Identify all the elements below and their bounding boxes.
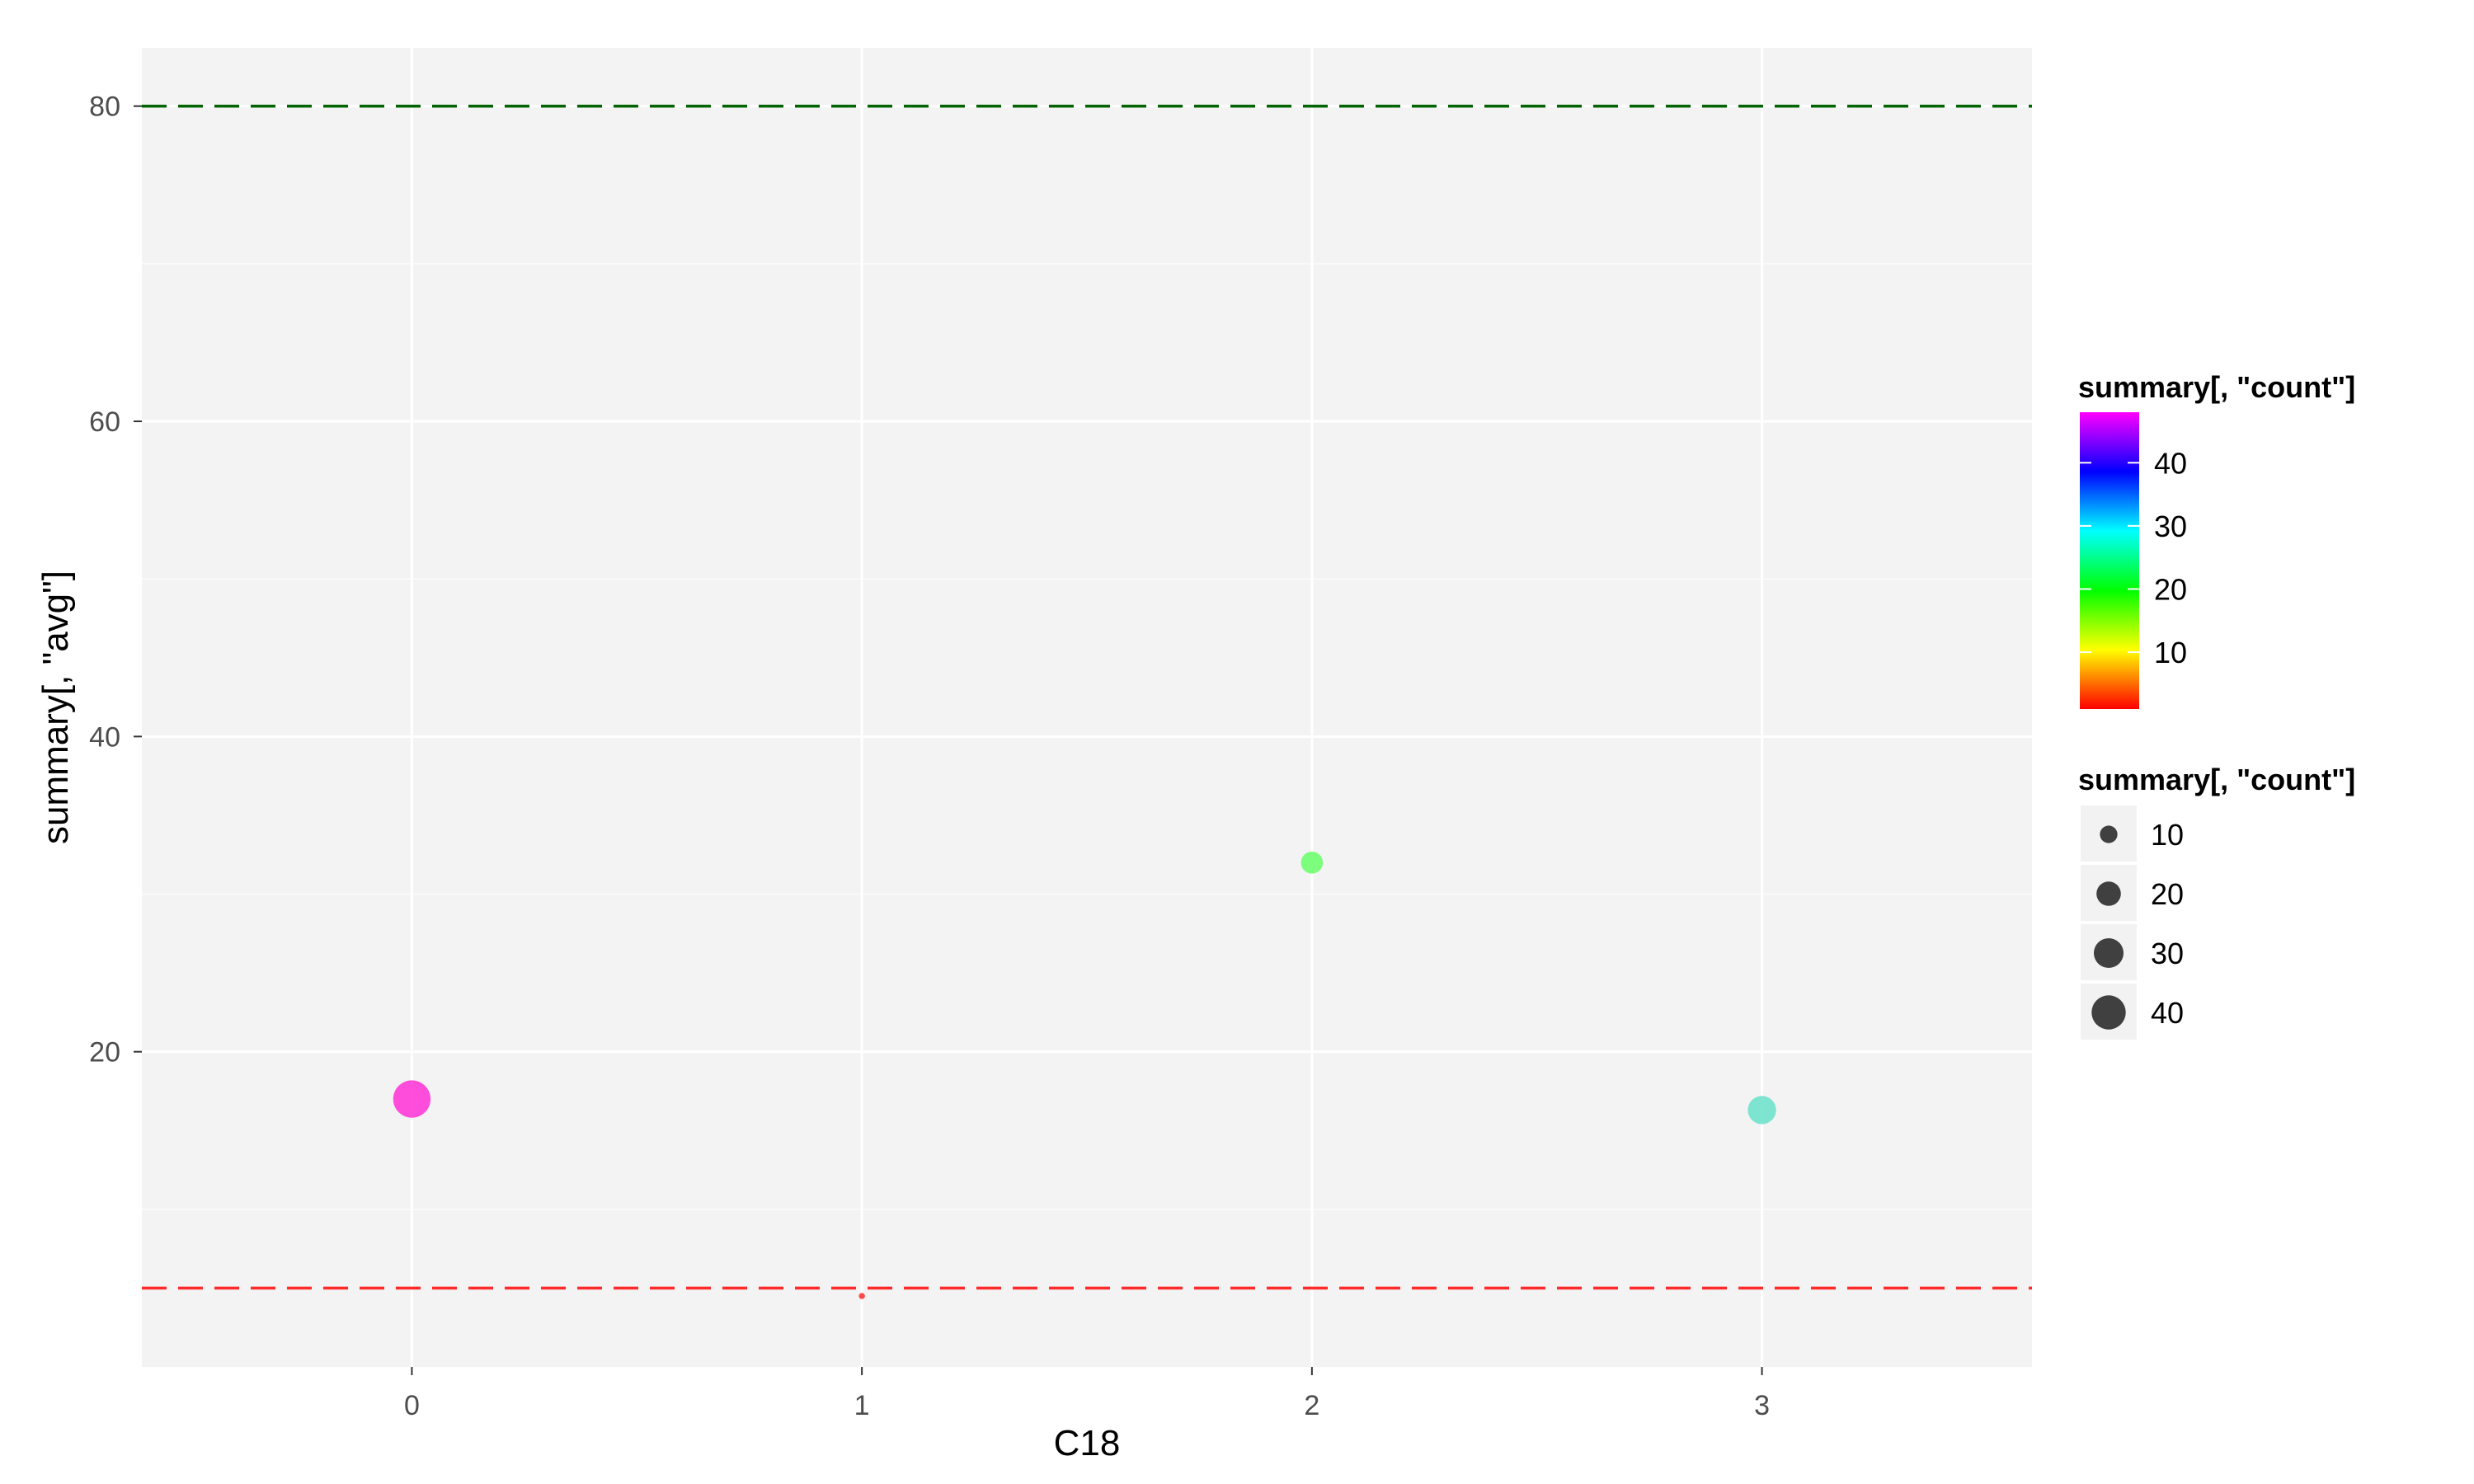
color-legend-label: 20 (2154, 572, 2187, 606)
x-tick-label: 0 (404, 1390, 420, 1421)
size-legend-dot (2091, 995, 2126, 1030)
size-legend-dot (2096, 881, 2121, 906)
major-gridlines (142, 48, 2032, 1367)
color-legend-ticks: 40 30 20 10 (2080, 446, 2187, 669)
y-axis-title: summary[, "avg"] (35, 571, 76, 844)
color-bar (2080, 412, 2139, 709)
data-point (1747, 1096, 1776, 1125)
panel-background (142, 48, 2032, 1367)
y-tick-label: 80 (89, 92, 120, 123)
reference-lines (142, 104, 2032, 1290)
x-tick-label: 2 (1304, 1390, 1319, 1421)
size-legend-label: 40 (2151, 996, 2184, 1030)
color-legend-label: 10 (2154, 636, 2187, 669)
color-legend-label: 40 (2154, 446, 2187, 480)
data-point (858, 1293, 865, 1299)
size-legend-label: 20 (2151, 877, 2184, 911)
size-legend-keys: 10 20 30 40 (2079, 804, 2184, 1041)
size-legend-label: 30 (2151, 937, 2184, 970)
size-legend: summary[, "count"] 10 20 30 40 (2078, 763, 2355, 1041)
data-points (393, 851, 1776, 1299)
color-legend-title: summary[, "count"] (2078, 370, 2355, 404)
x-axis-title: C18 (1054, 1423, 1121, 1463)
x-tick-label: 3 (1754, 1390, 1770, 1421)
data-point (393, 1080, 431, 1118)
x-axis: 0 1 2 3 (404, 1367, 1770, 1421)
color-legend-label: 30 (2154, 510, 2187, 543)
x-tick-label: 1 (854, 1390, 870, 1421)
size-legend-dot (2100, 825, 2118, 843)
color-legend: summary[, "count"] 40 30 20 10 (2078, 370, 2355, 709)
size-legend-label: 10 (2151, 818, 2184, 852)
minor-gridlines (142, 262, 2032, 1210)
y-tick-label: 20 (89, 1037, 120, 1068)
y-tick-label: 40 (89, 721, 120, 753)
y-axis: 20 40 60 80 (89, 92, 142, 1068)
y-tick-label: 60 (89, 406, 120, 438)
size-legend-title: summary[, "count"] (2078, 763, 2355, 796)
data-point (1300, 851, 1324, 874)
size-legend-dot (2093, 937, 2124, 969)
